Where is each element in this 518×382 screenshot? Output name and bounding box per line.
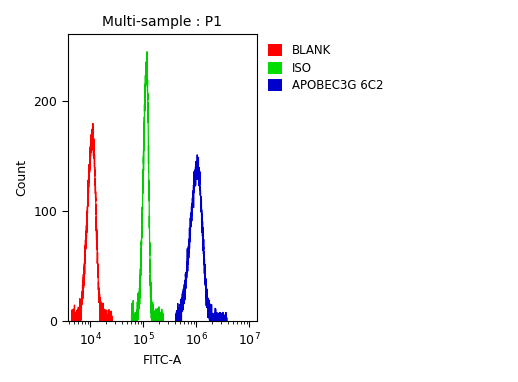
Legend: BLANK, ISO, APOBEC3G 6C2: BLANK, ISO, APOBEC3G 6C2 [265,40,387,96]
X-axis label: FITC-A: FITC-A [143,354,182,367]
Title: Multi-sample : P1: Multi-sample : P1 [103,15,222,29]
Y-axis label: Count: Count [15,159,28,196]
